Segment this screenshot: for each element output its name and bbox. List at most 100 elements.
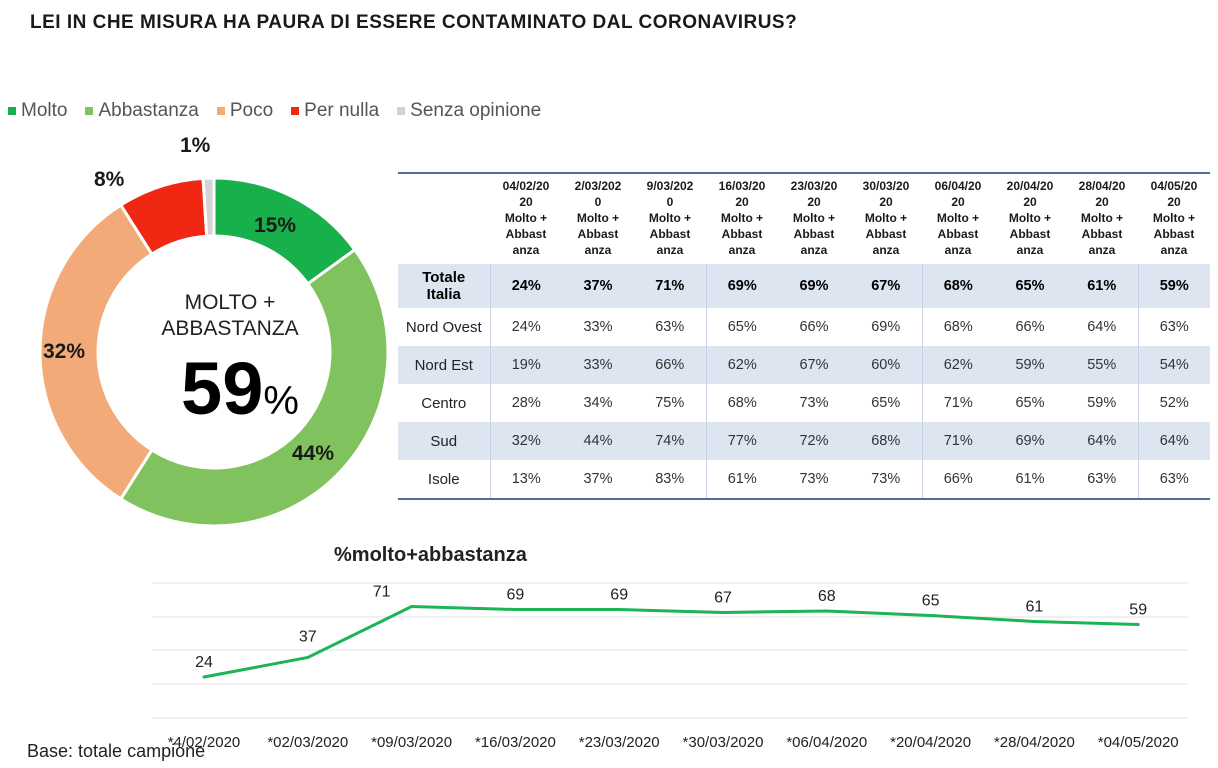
table-cell: 24% <box>489 308 562 346</box>
data-point <box>1032 620 1036 623</box>
data-point <box>617 608 621 611</box>
legend-label: Senza opinione <box>410 100 542 121</box>
table-cell: 61% <box>705 460 778 499</box>
column-header: 28/04/20 20 Molto + Abbast anza <box>1078 179 1126 257</box>
data-label: 59 <box>1129 602 1147 619</box>
legend-label: Poco <box>229 100 274 121</box>
donut-center-number: 59 <box>181 347 264 430</box>
table-cell: 69% <box>994 422 1066 460</box>
table-cell: 59% <box>994 346 1066 384</box>
table-cell: 66% <box>799 319 829 335</box>
slice-label-per-nulla: 8% <box>94 168 125 191</box>
row-label: Sud <box>398 422 490 460</box>
x-tick-label: *20/04/2020 <box>890 734 971 751</box>
table-cell: 67% <box>850 264 922 308</box>
row-label: Nord Ovest <box>405 318 482 336</box>
x-tick-label: *4/02/2020 <box>168 734 241 751</box>
legend-label: Per nulla <box>304 100 380 121</box>
table-cell: 68% <box>921 308 994 346</box>
table-cell: 33% <box>583 319 613 335</box>
table-cell: 34% <box>583 395 613 411</box>
row-label: Isole <box>427 470 460 488</box>
table-cell: 66% <box>921 460 994 499</box>
table-cell: 64% <box>1066 422 1138 460</box>
table-cell: 66% <box>634 346 706 384</box>
trend-table: 04/02/20 20 Molto + Abbast anza 2/03/202 0 Mol… <box>398 172 1210 500</box>
data-point <box>825 609 829 613</box>
column-header: 04/02/20 20 Molto + Abbast anza <box>502 179 550 257</box>
donut-center-value: 59% <box>160 346 320 431</box>
data-label: 69 <box>507 587 525 604</box>
table-row: Sud 32% 44% 74% 77% 72% 68% 71% 69% 64% 64% <box>398 422 1210 460</box>
table-cell: 71% <box>921 384 994 422</box>
table-row: Centro 28% 34% 75% 68% 73% 65% 71% 65% 59% 52% <box>398 384 1210 422</box>
column-header: 20/04/20 20 Molto + Abbast anza <box>1006 179 1054 257</box>
x-tick-label: *06/04/2020 <box>786 734 867 751</box>
slice-label-senza-opinione: 1% <box>180 134 211 157</box>
table-cell: 33% <box>562 346 634 384</box>
donut-chart <box>38 176 390 528</box>
table-cell: 69% <box>871 319 901 335</box>
donut-center-label-line1: MOLTO + <box>184 291 276 314</box>
data-label: 61 <box>1026 599 1044 616</box>
legend-swatch <box>8 107 16 115</box>
table-cell: 32% <box>489 422 562 460</box>
table-cell: 64% <box>1137 422 1210 460</box>
table-cell: 75% <box>655 395 685 411</box>
table-cell: 67% <box>778 346 850 384</box>
table-cell: 73% <box>799 471 829 487</box>
chart-legend: Molto Abbastanza Poco Per nulla Senza op… <box>8 100 541 122</box>
table-cell: 54% <box>1137 346 1210 384</box>
table-row: Isole 13% 37% 83% 61% 73% 73% 66% 61% 63% 63% <box>398 460 1210 499</box>
footer-note: Base: totale campione <box>27 741 206 761</box>
table-cell: 68% <box>705 384 778 422</box>
table-cell: 71% <box>921 422 994 460</box>
slice-label-poco: 32% <box>43 340 86 363</box>
row-label: Totale Italia <box>398 264 490 308</box>
legend-swatch <box>216 107 225 115</box>
x-tick-label: *02/03/2020 <box>267 734 348 751</box>
legend-swatch <box>85 107 94 115</box>
donut-slice-abbastanza <box>118 247 390 528</box>
data-point <box>1136 623 1140 626</box>
column-header: 06/04/20 20 Molto + Abbast anza <box>934 179 982 257</box>
donut-slice-senza-opinione <box>201 176 216 238</box>
data-point <box>721 611 725 614</box>
table-cell: 63% <box>655 319 685 335</box>
data-point <box>410 605 414 608</box>
table-corner <box>398 173 490 264</box>
data-label: 67 <box>714 590 732 607</box>
legend-item-abbastanza: Abbastanza <box>85 100 199 122</box>
data-label: 68 <box>818 588 836 605</box>
series-line <box>203 604 1139 679</box>
table-cell: 74% <box>634 422 706 460</box>
legend-label: Molto <box>21 100 68 121</box>
table-cell: 63% <box>1087 471 1117 487</box>
table-cell: 65% <box>994 264 1066 308</box>
table-cell: 66% <box>1015 319 1045 335</box>
table-cell: 37% <box>583 471 613 487</box>
donut-slice-poco <box>38 203 154 501</box>
legend-item-poco: Poco <box>216 100 274 122</box>
column-header: 30/03/20 20 Molto + Abbast anza <box>862 179 910 257</box>
x-tick-label: *23/03/2020 <box>579 734 660 751</box>
table-cell: 44% <box>562 422 634 460</box>
donut-center-label-line2: ABBASTANZA <box>161 317 299 340</box>
table-cell: 63% <box>1137 308 1210 346</box>
data-label: 65 <box>922 593 940 610</box>
table-cell: 37% <box>562 264 634 308</box>
data-point <box>306 656 310 659</box>
table-cell: 61% <box>1066 264 1138 308</box>
table-cell: 62% <box>921 346 994 384</box>
column-header: 04/05/20 20 Molto + Abbast anza <box>1150 179 1198 257</box>
data-label: 37 <box>299 629 317 646</box>
table-cell: 73% <box>799 395 829 411</box>
table-cell: 63% <box>1137 460 1210 499</box>
donut-center-label: MOLTO + ABBASTANZA <box>140 290 320 342</box>
data-label: 71 <box>373 584 391 601</box>
legend-item-molto: Molto <box>8 100 67 122</box>
column-header: 9/03/202 0 Molto + Abbast anza <box>646 179 694 257</box>
x-tick-label: *16/03/2020 <box>475 734 556 751</box>
table-cell: 65% <box>1015 395 1045 411</box>
table-cell: 83% <box>655 471 685 487</box>
